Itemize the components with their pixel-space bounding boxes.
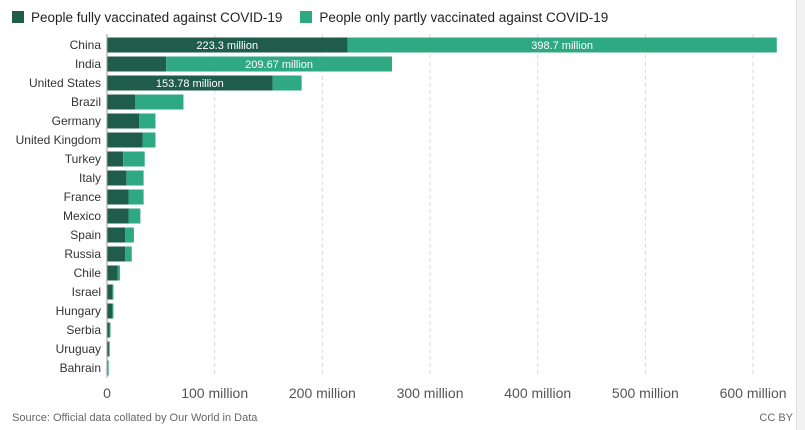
bar-partly-vaccinated[interactable] <box>107 360 109 376</box>
bar-partly-vaccinated[interactable] <box>347 37 777 53</box>
bar-fully-vaccinated[interactable] <box>107 284 113 300</box>
bar-partly-vaccinated[interactable] <box>125 227 134 243</box>
legend-label-partly: People only partly vaccinated against CO… <box>319 9 609 25</box>
x-tick-label: 600 million <box>720 385 787 401</box>
bar-fully-vaccinated[interactable] <box>107 75 273 91</box>
bar-partly-vaccinated[interactable] <box>112 303 114 319</box>
bar-fully-vaccinated[interactable] <box>107 246 126 262</box>
bar-partly-vaccinated[interactable] <box>142 132 156 148</box>
bar-fully-vaccinated[interactable] <box>107 303 113 319</box>
category-label: Brazil <box>71 95 101 109</box>
bar-fully-vaccinated[interactable] <box>107 265 118 281</box>
category-label: Hungary <box>56 304 101 318</box>
x-tick-label: 100 million <box>181 385 248 401</box>
category-label: France <box>64 190 102 204</box>
x-tick-label: 0 <box>103 385 111 401</box>
bar-partly-vaccinated[interactable] <box>134 94 184 110</box>
bar-partly-vaccinated[interactable] <box>128 189 144 205</box>
bar-fully-vaccinated[interactable] <box>107 322 110 338</box>
category-label: Uruguay <box>56 342 101 356</box>
legend-item-partly[interactable]: People only partly vaccinated against CO… <box>300 10 608 25</box>
legend: People fully vaccinated against COVID-19… <box>12 7 626 27</box>
category-label: United Kingdom <box>16 133 101 147</box>
bar-fully-vaccinated[interactable] <box>107 170 127 186</box>
bar-partly-vaccinated[interactable] <box>108 341 110 357</box>
license-note[interactable]: CC BY <box>759 412 793 424</box>
x-tick-label: 300 million <box>397 385 464 401</box>
bar-value-label: 223.3 million <box>196 40 258 52</box>
bar-fully-vaccinated[interactable] <box>107 151 124 167</box>
x-tick-label: 500 million <box>612 385 679 401</box>
bar-fully-vaccinated[interactable] <box>107 113 140 129</box>
category-label: Turkey <box>65 152 101 166</box>
legend-swatch-partly <box>300 11 313 23</box>
bar-partly-vaccinated[interactable] <box>117 265 120 281</box>
legend-label-fully: People fully vaccinated against COVID-19 <box>31 9 283 25</box>
bar-partly-vaccinated[interactable] <box>112 284 114 300</box>
legend-swatch-fully <box>12 11 24 23</box>
footer: Source: Official data collated by Our Wo… <box>12 412 793 424</box>
category-label: Spain <box>70 228 101 242</box>
window-edge <box>796 0 805 430</box>
category-label: Chile <box>74 266 102 280</box>
bar-fully-vaccinated[interactable] <box>107 227 126 243</box>
category-label: Germany <box>52 114 101 128</box>
bar-partly-vaccinated[interactable] <box>123 151 145 167</box>
bar-partly-vaccinated[interactable] <box>272 75 302 91</box>
bar-fully-vaccinated[interactable] <box>107 94 135 110</box>
category-label: Serbia <box>66 323 101 337</box>
category-label: Italy <box>79 171 101 185</box>
category-label: Bahrain <box>60 361 101 375</box>
category-label: India <box>75 57 101 71</box>
bar-fully-vaccinated[interactable] <box>107 132 143 148</box>
bar-fully-vaccinated[interactable] <box>107 56 167 72</box>
bar-value-label: 209.67 million <box>245 59 313 71</box>
legend-item-fully[interactable]: People fully vaccinated against COVID-19 <box>12 10 282 25</box>
bar-value-label: 398.7 million <box>531 40 593 52</box>
bar-fully-vaccinated[interactable] <box>107 208 129 224</box>
category-label: Israel <box>72 285 101 299</box>
bar-partly-vaccinated[interactable] <box>125 246 132 262</box>
bar-fully-vaccinated[interactable] <box>107 189 129 205</box>
category-label: Russia <box>64 247 101 261</box>
x-tick-label: 400 million <box>504 385 571 401</box>
bar-partly-vaccinated[interactable] <box>109 322 111 338</box>
bar-partly-vaccinated[interactable] <box>128 208 141 224</box>
bar-partly-vaccinated[interactable] <box>166 56 392 72</box>
category-label: China <box>70 38 102 52</box>
source-note: Source: Official data collated by Our Wo… <box>12 412 258 424</box>
bar-fully-vaccinated[interactable] <box>107 341 109 357</box>
x-tick-label: 200 million <box>289 385 356 401</box>
bar-partly-vaccinated[interactable] <box>126 170 144 186</box>
category-label: Mexico <box>63 209 101 223</box>
bar-value-label: 153.78 million <box>156 78 224 90</box>
bar-partly-vaccinated[interactable] <box>139 113 156 129</box>
category-label: United States <box>29 76 101 90</box>
bar-fully-vaccinated[interactable] <box>107 37 348 53</box>
